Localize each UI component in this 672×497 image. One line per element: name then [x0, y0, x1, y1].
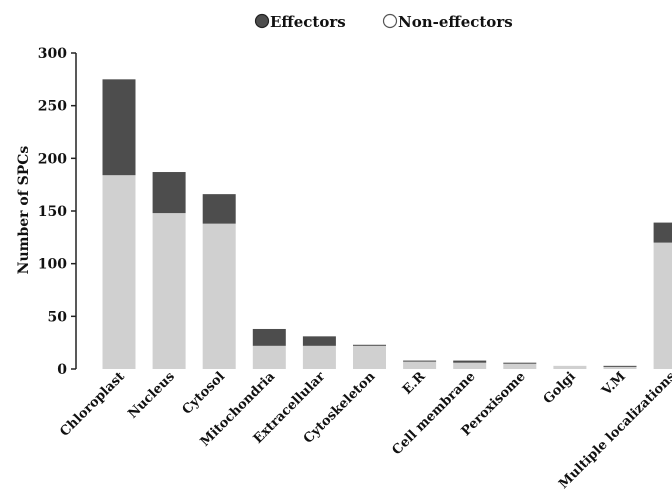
x-tick-label: Golgi — [541, 369, 579, 407]
y-tick-label: 250 — [38, 99, 67, 115]
bar-non-effectors-cell-membrane — [453, 362, 487, 369]
bar-effectors-v-m — [603, 365, 637, 367]
bar-non-effectors-cytosol — [202, 223, 236, 369]
bar-non-effectors-chloroplast — [102, 175, 136, 369]
legend: Effectors Non-effectors — [254, 13, 513, 31]
bars — [102, 79, 672, 369]
y-axis: 0 50 100 150 200 250 300 — [38, 46, 77, 378]
bar-effectors-cytosol — [202, 194, 236, 224]
x-tick-label: Cytosol — [180, 369, 228, 417]
bar-effectors-multiple-localizations — [653, 222, 672, 243]
bar-non-effectors-e-r — [403, 361, 437, 369]
bar-non-effectors-golgi — [553, 365, 587, 369]
bar-effectors-extracellular — [302, 336, 336, 346]
open-circle-icon — [382, 13, 398, 29]
bar-effectors-e-r — [403, 360, 437, 362]
bar-effectors-nucleus — [152, 172, 186, 214]
x-tick-label: Chloroplast — [57, 369, 128, 440]
bar-effectors-peroxisome — [503, 362, 537, 364]
x-tick-label: Nucleus — [125, 369, 177, 421]
bar-non-effectors-nucleus — [152, 213, 186, 369]
bar-effectors-chloroplast — [102, 79, 136, 176]
y-tick-label: 150 — [38, 204, 67, 220]
legend-label: Non-effectors — [398, 13, 513, 31]
bar-non-effectors-peroxisome — [503, 363, 537, 369]
y-tick-label: 100 — [38, 257, 67, 273]
y-tick-label: 300 — [38, 46, 67, 62]
bar-non-effectors-extracellular — [302, 345, 336, 369]
y-axis-label: Number of SPCs — [16, 146, 32, 275]
y-tick-label: 200 — [38, 151, 67, 167]
y-tick-label: 0 — [57, 362, 67, 378]
bar-effectors-cell-membrane — [453, 360, 487, 363]
filled-circle-icon — [254, 13, 270, 29]
legend-label: Effectors — [270, 13, 346, 31]
x-tick-label: V.M — [599, 369, 629, 399]
bar-non-effectors-multiple-localizations — [653, 242, 672, 369]
bar-effectors-cytoskeleton — [353, 344, 386, 346]
bar-non-effectors-v-m — [603, 366, 637, 369]
bar-non-effectors-mitochondria — [252, 345, 286, 369]
bar-non-effectors-cytoskeleton — [353, 345, 386, 369]
x-tick-label: Cell membrane — [390, 369, 479, 458]
x-tick-label: E.R — [400, 369, 429, 398]
y-tick-label: 50 — [48, 309, 68, 325]
bar-effectors-mitochondria — [252, 328, 286, 346]
